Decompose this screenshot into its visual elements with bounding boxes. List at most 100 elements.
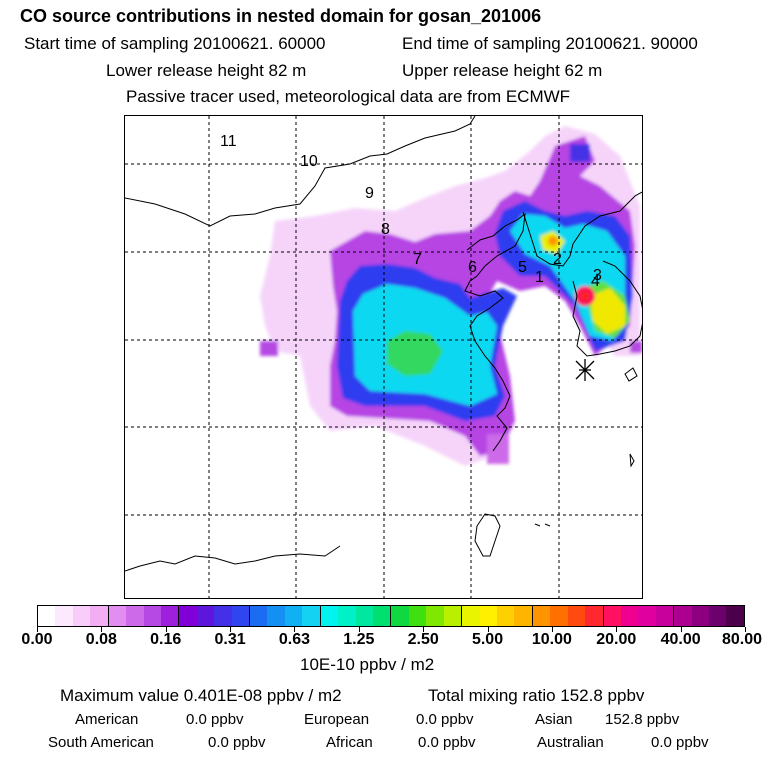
color-scale-label: 0.63 xyxy=(278,631,311,648)
color-scale-cell xyxy=(55,606,73,626)
max-value: Maximum value 0.401E-08 ppbv / m2 xyxy=(60,686,342,705)
blob-south xyxy=(487,434,509,464)
south-american-value: 0.0 ppbv xyxy=(208,734,266,751)
traj-label-5: 5 xyxy=(518,259,527,276)
map-panel: 1 2 3 4 5 6 7 8 9 10 11 xyxy=(124,115,643,599)
color-scale-tick xyxy=(745,627,746,632)
end-time: End time of sampling 20100621. 90000 xyxy=(402,34,698,53)
traj-label-4: 4 xyxy=(591,273,600,290)
color-scale-cell xyxy=(726,606,744,626)
color-scale-cell xyxy=(267,606,285,626)
color-scale-cell xyxy=(38,606,56,626)
color-scale-cell xyxy=(408,606,427,626)
color-scale-tick xyxy=(230,627,232,632)
traj-label-6: 6 xyxy=(468,259,477,276)
color-scale-cell xyxy=(691,606,710,626)
color-scale-cell xyxy=(655,606,675,626)
color-scale-label: 5.00 xyxy=(471,631,504,648)
color-scale-label: 1.25 xyxy=(343,631,375,648)
american-value: 0.0 ppbv xyxy=(186,711,244,728)
color-scale-cell xyxy=(462,606,480,626)
color-scale-cell xyxy=(72,606,91,626)
traj-label-10: 10 xyxy=(300,153,318,170)
color-scale-cell xyxy=(284,606,303,626)
traj-label-11: 11 xyxy=(220,133,237,150)
color-scale-tick xyxy=(423,627,425,632)
blob-west xyxy=(260,341,278,356)
color-scale-cell xyxy=(709,606,727,626)
australian-label: Australian xyxy=(537,734,604,751)
color-scale-cell xyxy=(603,606,621,626)
european-label: European xyxy=(304,711,370,728)
traj-label-7: 7 xyxy=(413,251,422,268)
total-mixing-ratio: Total mixing ratio 152.8 ppbv xyxy=(428,686,645,705)
color-scale-cell xyxy=(426,606,444,626)
color-scale-bar xyxy=(37,605,745,627)
african-label: African xyxy=(326,734,373,751)
color-scale-cell xyxy=(373,606,392,626)
color-scale-cell xyxy=(143,606,161,626)
color-scale-cell xyxy=(231,606,251,626)
color-scale-cell xyxy=(302,606,321,626)
color-scale-cell xyxy=(496,606,515,626)
color-scale-cell xyxy=(567,606,586,626)
plume-yellow xyxy=(590,288,625,334)
coastlines xyxy=(125,116,642,572)
color-scale-label: 80.00 xyxy=(721,631,763,648)
american-label: American xyxy=(75,711,139,728)
color-scale-cell xyxy=(179,606,197,626)
european-value: 0.0 ppbv xyxy=(416,711,474,728)
hotspot-north xyxy=(548,236,558,246)
color-scale-cell xyxy=(620,606,639,626)
asterisk-icon xyxy=(575,359,595,381)
color-scale-label: 0.31 xyxy=(214,631,246,648)
australian-value: 0.0 ppbv xyxy=(651,734,709,751)
color-scale-cell xyxy=(532,606,551,626)
color-scale-cell xyxy=(391,606,409,626)
asian-value: 152.8 ppbv xyxy=(605,711,680,728)
traj-label-2: 2 xyxy=(553,251,562,268)
color-scale-label: 0.16 xyxy=(150,631,182,648)
lat-lon-grid xyxy=(125,116,642,598)
color-scale-units: 10E-10 ppbv / m2 xyxy=(300,655,435,674)
color-scale-cell xyxy=(338,606,356,626)
color-scale-tick xyxy=(165,627,167,632)
color-scale-cell xyxy=(550,606,568,626)
color-scale-cell xyxy=(214,606,232,626)
tracer-note: Passive tracer used, meteorological data… xyxy=(126,87,571,106)
start-time: Start time of sampling 20100621. 60000 xyxy=(24,34,326,53)
color-scale-cell xyxy=(160,606,180,626)
color-scale-tick xyxy=(680,627,682,632)
plume-green xyxy=(387,331,443,376)
color-scale-label: 40.00 xyxy=(660,631,701,648)
concentration-field xyxy=(260,126,642,466)
color-scale-tick xyxy=(37,627,38,632)
color-scale-cell xyxy=(674,606,692,626)
color-scale-cell xyxy=(479,606,497,626)
color-scale-cell xyxy=(196,606,215,626)
traj-label-3: 3 xyxy=(593,267,602,284)
map-canvas: 1 2 3 4 5 6 7 8 9 10 11 xyxy=(125,116,642,598)
color-scale-label: 10.00 xyxy=(531,631,572,648)
african-value: 0.0 ppbv xyxy=(418,734,476,751)
traj-label-1: 1 xyxy=(535,269,544,286)
color-scale-cell xyxy=(250,606,268,626)
blob-east xyxy=(630,341,642,353)
color-scale-label: 20.00 xyxy=(596,631,637,648)
blob-northeast xyxy=(570,144,590,162)
upper-release-height: Upper release height 62 m xyxy=(402,61,603,80)
color-scale-tick xyxy=(294,627,296,632)
color-scale-tick xyxy=(616,627,618,632)
traj-label-9: 9 xyxy=(365,185,374,202)
lower-release-height: Lower release height 82 m xyxy=(106,61,307,80)
asian-label: Asian xyxy=(535,711,573,728)
trajectory-labels: 1 2 3 4 5 6 7 8 9 10 11 xyxy=(220,133,602,290)
south-american-label: South American xyxy=(48,734,154,751)
color-scale-label: 0.08 xyxy=(85,631,117,648)
color-scale-cell xyxy=(514,606,533,626)
color-scale-label: 0.00 xyxy=(21,631,53,648)
color-scale-cell xyxy=(443,606,463,626)
color-scale-cell xyxy=(126,606,144,626)
color-scale-cell xyxy=(585,606,604,626)
color-scale-tick xyxy=(358,627,360,632)
